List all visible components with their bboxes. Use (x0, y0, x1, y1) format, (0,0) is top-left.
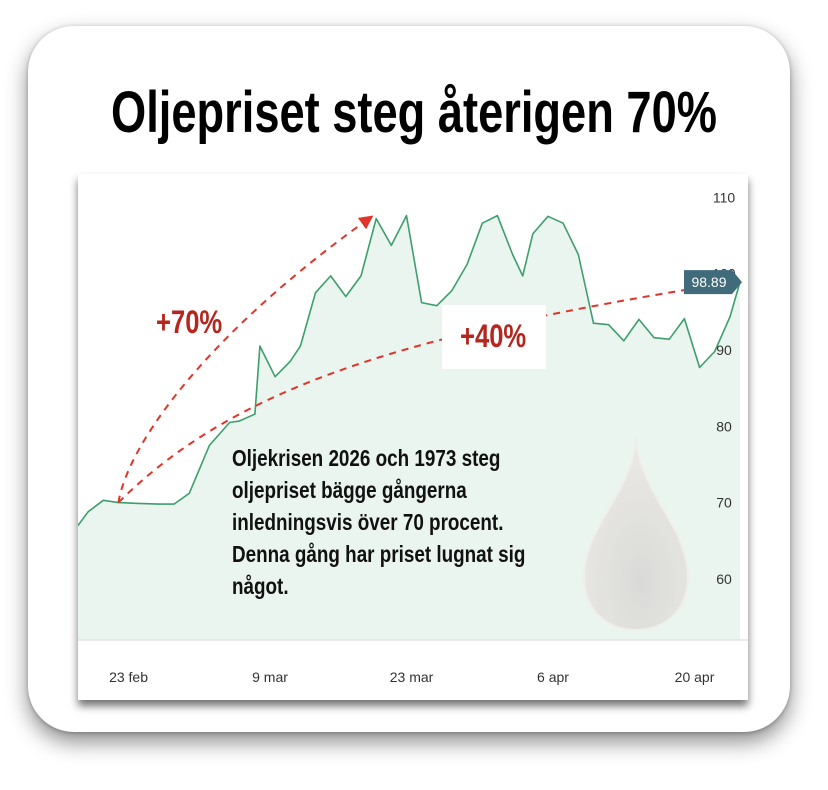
price-point (289, 360, 291, 362)
price-point (314, 292, 317, 294)
price-point (729, 316, 731, 318)
price-badge-group: 98.89 (684, 270, 742, 295)
price-area-layer (78, 215, 740, 640)
price-badge-label: 98.89 (691, 274, 726, 290)
price-point (259, 345, 261, 347)
price-point (623, 340, 625, 342)
price-line (78, 214, 741, 526)
price-point (299, 345, 301, 347)
price-area (78, 215, 740, 640)
price-point (208, 444, 210, 446)
annotation-text: Oljekrisen 2026 och 1973 steg oljepriset… (232, 445, 526, 599)
price-point (173, 503, 175, 505)
price-point (638, 318, 640, 320)
price-point (274, 376, 276, 378)
gain-label-backdrop (442, 305, 546, 369)
price-point (577, 253, 579, 256)
price-point (592, 322, 595, 324)
gain-arrow-70 (117, 215, 374, 503)
price-point (653, 337, 655, 339)
price-badge (684, 270, 742, 295)
price-point (138, 502, 140, 504)
price-point (78, 524, 79, 527)
x-tick-label: 23 mar (390, 669, 434, 685)
x-tick-labels: 23 feb 9 mar 23 mar 6 apr 20 apr (109, 669, 715, 685)
price-point (451, 289, 453, 291)
gain-label-70: +70% (156, 304, 223, 340)
price-point (532, 233, 534, 235)
y-tick-label: 70 (716, 495, 732, 511)
price-point (102, 499, 104, 501)
price-point (481, 222, 483, 224)
price-point (188, 492, 190, 494)
price-point (254, 413, 256, 415)
price-point (512, 253, 514, 256)
price-point (466, 263, 468, 265)
price-point (436, 305, 438, 307)
price-point (390, 244, 392, 246)
gain-label-40: +40% (460, 318, 527, 354)
price-point (405, 215, 408, 217)
gain-arrows (117, 215, 723, 504)
price-point (239, 420, 241, 422)
price-point (714, 350, 716, 353)
price-point (87, 511, 89, 513)
price-point (229, 421, 231, 424)
y-tick-label: 60 (716, 571, 732, 587)
oil-drop-icon (582, 435, 690, 632)
y-tick-label: 80 (716, 418, 732, 434)
price-point (668, 338, 670, 340)
x-tick-label: 9 mar (252, 669, 288, 685)
price-point (699, 366, 701, 369)
headline: Oljepriset steg återigen 70% (111, 80, 717, 145)
x-tick-label: 23 feb (109, 669, 148, 685)
price-point (330, 275, 332, 277)
price-point (547, 215, 549, 217)
price-point (522, 275, 524, 277)
price-point (496, 215, 498, 217)
y-tick-label: 90 (716, 342, 732, 358)
price-point (683, 318, 686, 320)
price-point (608, 324, 610, 326)
price-point (158, 503, 160, 505)
x-tick-label: 20 apr (675, 669, 715, 685)
price-point (375, 218, 377, 220)
gain-arrow-40 (117, 279, 723, 504)
price-point (562, 222, 564, 224)
price-point (345, 295, 347, 298)
price-point (421, 302, 423, 304)
y-tick-label: 110 (713, 189, 736, 205)
price-point (360, 275, 362, 277)
x-tick-label: 6 apr (537, 669, 569, 685)
